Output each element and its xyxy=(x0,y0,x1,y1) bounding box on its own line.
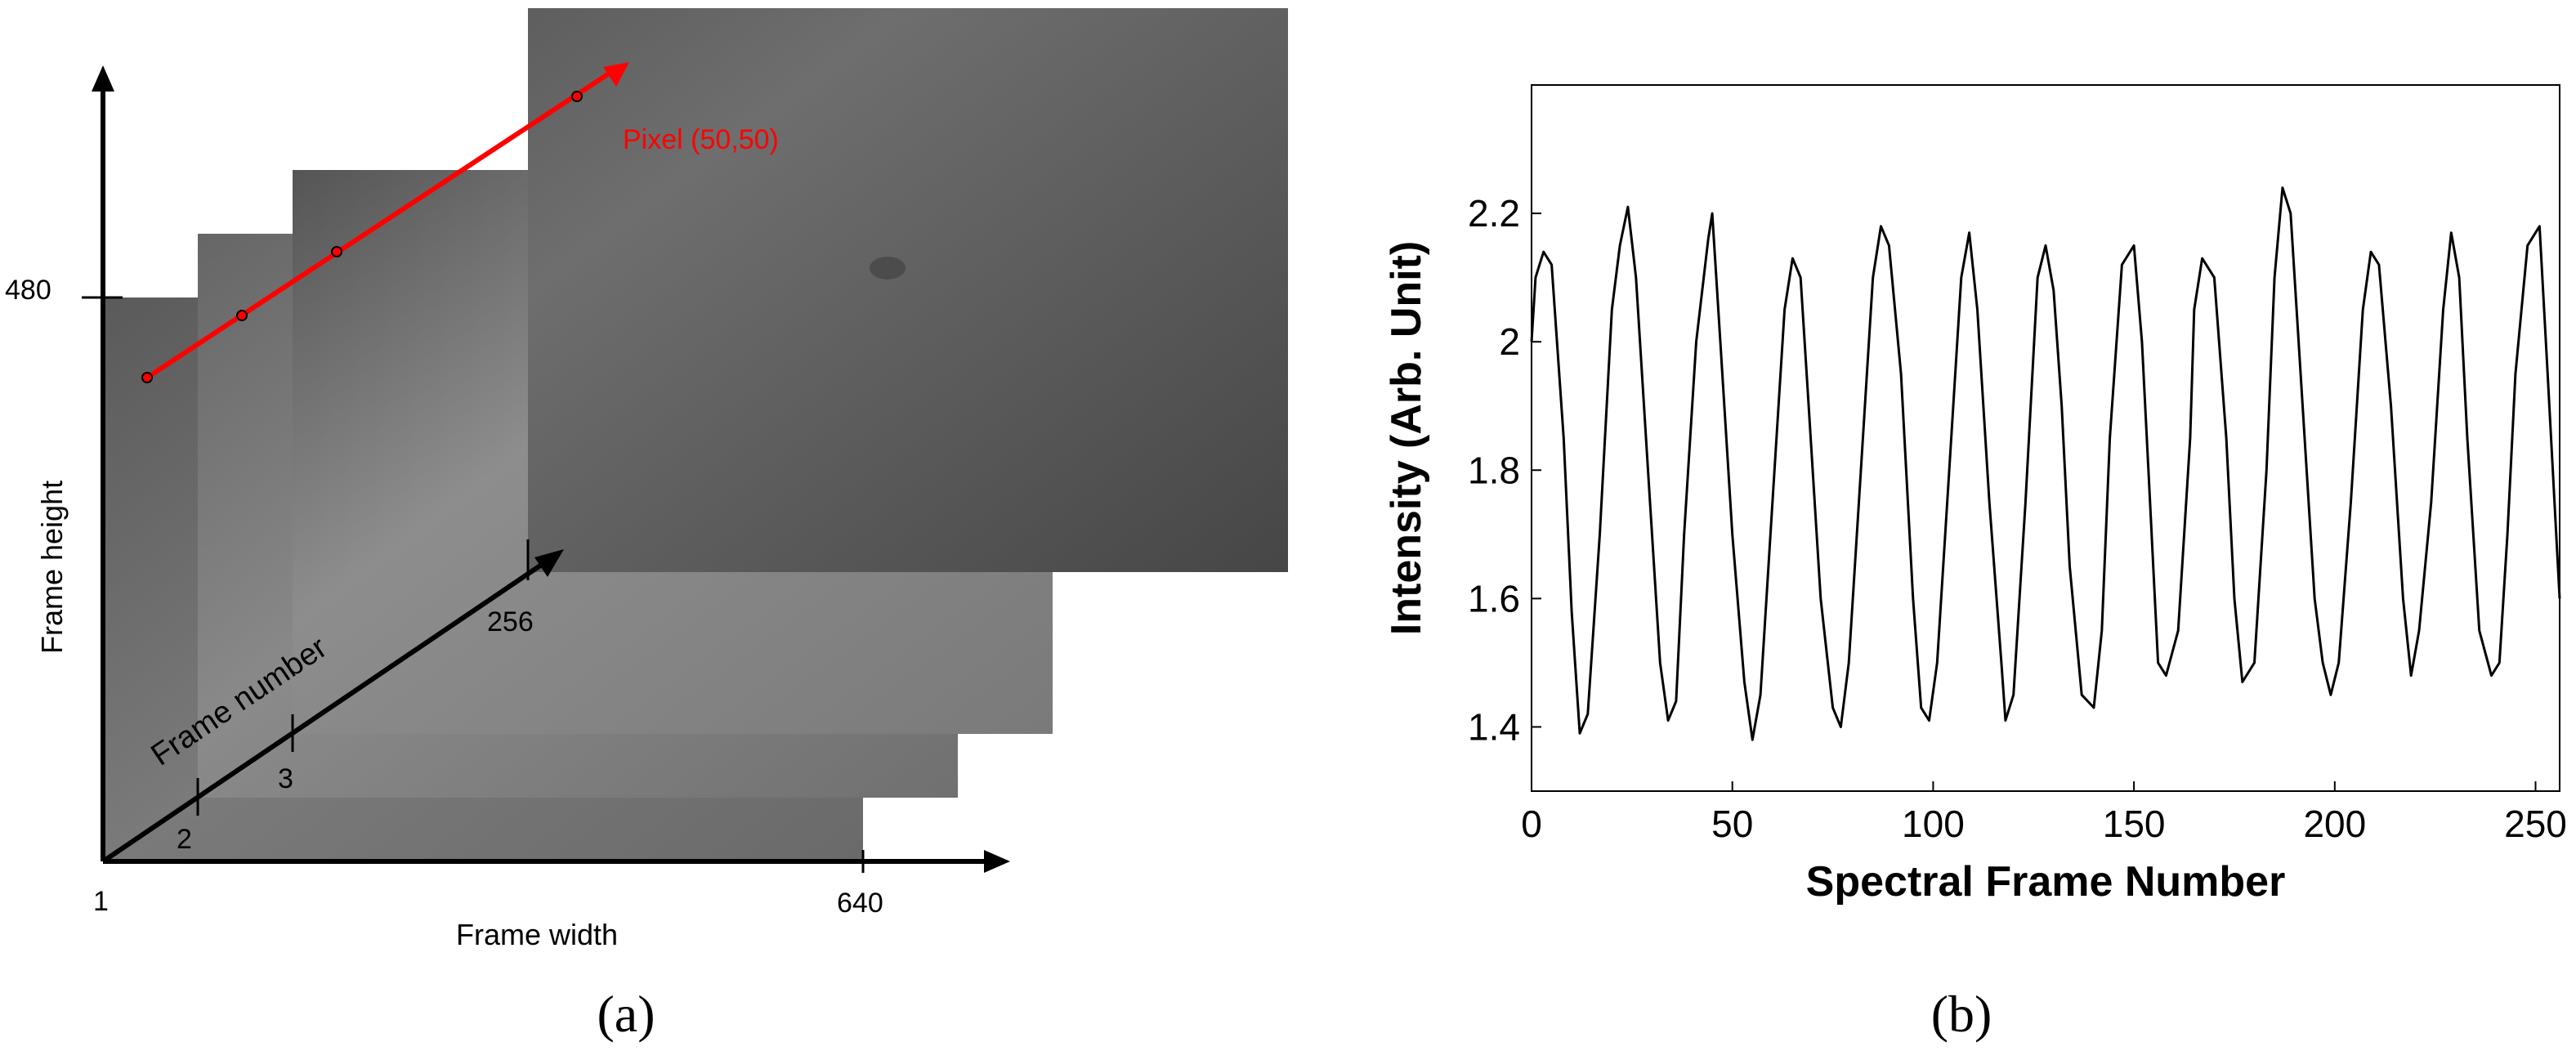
origin-label: 1 xyxy=(93,886,109,917)
y-tick-label: 1.8 xyxy=(1468,449,1520,491)
z-axis-arrowhead xyxy=(534,549,564,577)
frame-tick-label-256: 256 xyxy=(487,606,534,637)
y-axis-arrowhead xyxy=(92,65,114,92)
frame-speck xyxy=(870,257,906,280)
x-tick-label: 150 xyxy=(2103,803,2166,845)
chart-x-label: Spectral Frame Number xyxy=(1806,858,2286,906)
chart-y-label: Intensity (Arb. Unit) xyxy=(1383,241,1430,635)
chart-ticks: 0 50 100 150 200 250 1.4 1.6 1.8 2 2.2 xyxy=(1468,192,2567,845)
pixel-trace-line xyxy=(145,71,610,380)
y-tick-label: 2.2 xyxy=(1468,192,1520,235)
x-tick-label: 100 xyxy=(1902,803,1965,845)
x-tick-label: 0 xyxy=(1521,803,1542,845)
frame-tick-label-2: 2 xyxy=(177,824,192,855)
plot-frame xyxy=(1531,84,2560,792)
x-tick-label: 200 xyxy=(2303,803,2366,845)
y-tick-label: 2 xyxy=(1499,320,1520,363)
pixel-marker-1 xyxy=(141,372,153,383)
z-axis xyxy=(101,558,549,864)
pixel-label: Pixel (50,50) xyxy=(623,124,779,155)
pixel-marker-256 xyxy=(571,91,583,102)
chart-series xyxy=(1530,186,2561,741)
pixel-trace-arrowhead xyxy=(603,62,629,87)
width-tick-label: 640 xyxy=(837,888,883,919)
panel-b: 0 50 100 150 200 250 1.4 1.6 1.8 2 2.2 Spectral Fr… xyxy=(1383,84,2567,1043)
pixel-marker-2 xyxy=(236,310,248,321)
x-axis-arrowhead xyxy=(984,850,1010,873)
frame-tick-label-3: 3 xyxy=(278,763,293,794)
x-tick-label: 250 xyxy=(2504,803,2567,845)
frame-image-256 xyxy=(528,8,1288,572)
pixel-marker-3 xyxy=(331,246,342,257)
caption-a: (a) xyxy=(597,985,655,1043)
y-tick-label: 1.4 xyxy=(1468,705,1520,748)
panel-a: Pixel (50,50) 480 640 1 2 3 256 Frame wi… xyxy=(5,8,1288,1043)
series-line xyxy=(1530,186,2561,741)
y-axis-label: Frame height xyxy=(35,481,69,654)
caption-b: (b) xyxy=(1931,985,1992,1043)
y-tick-label: 1.6 xyxy=(1468,577,1520,619)
height-tick-label: 480 xyxy=(5,275,51,306)
x-axis-label: Frame width xyxy=(456,918,618,951)
x-tick-label: 50 xyxy=(1711,803,1753,845)
